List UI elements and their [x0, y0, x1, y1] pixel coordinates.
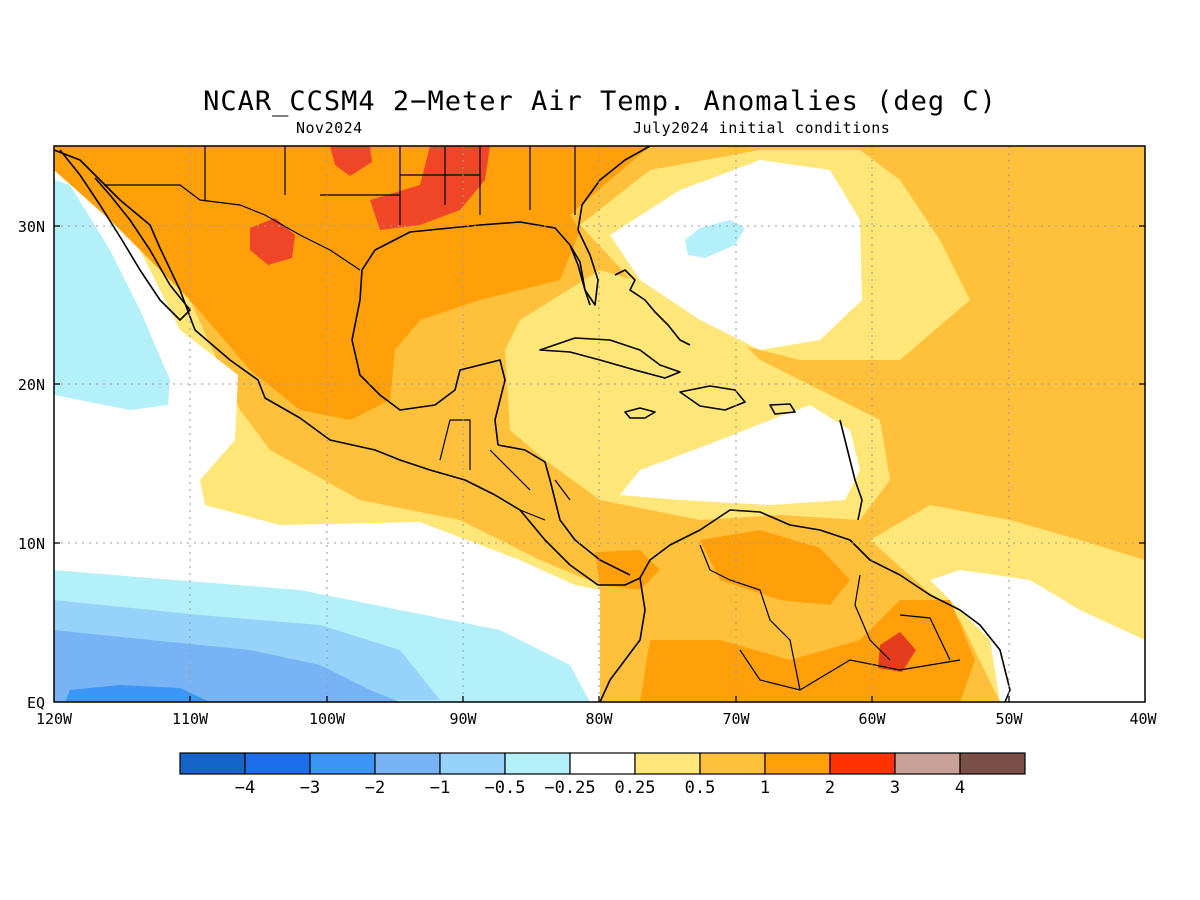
borders [105, 146, 961, 691]
colorbar-label-3: −1 [430, 778, 450, 798]
lon-label-40w: 40W [1129, 710, 1157, 728]
colorbar-label-4: −0.5 [485, 778, 526, 798]
colorbar-swatch-9 [764, 752, 831, 775]
colorbar-swatch-0 [179, 752, 246, 775]
coastlines [53, 145, 1011, 703]
coast-florida [569, 229, 599, 306]
islands-lesser-antilles [839, 419, 863, 521]
lat-label-20n: 20N [18, 376, 45, 394]
lon-label-90w: 90W [449, 710, 477, 728]
shade-usa-orange [480, 146, 650, 235]
coast-north-america [53, 149, 641, 586]
coast-south-america-west [599, 577, 646, 703]
border-us-states [204, 146, 576, 225]
shade-mexico-orange [54, 146, 580, 420]
lat-label-eq: EQ [27, 694, 45, 712]
lat-label-30n: 30N [18, 218, 45, 236]
colorbar-swatch-5 [504, 752, 571, 775]
shade-texas-red [250, 218, 295, 265]
shade-pacific-neutral [54, 146, 600, 702]
colorbar-label-2: −2 [365, 778, 385, 798]
colorbar-swatch-1 [244, 752, 311, 775]
colorbar-swatch-11 [894, 752, 961, 775]
colorbar-swatch-10 [829, 752, 896, 775]
lon-label-110w: 110W [172, 710, 209, 728]
colorbar-swatch-6 [569, 752, 636, 775]
colorbar-swatch-7 [634, 752, 701, 775]
shade-southeast-neutral [930, 570, 1145, 702]
island-jamaica [624, 407, 656, 419]
colorbar-swatch-12 [959, 752, 1026, 775]
lat-labels: 30N 20N 10N EQ [18, 218, 45, 712]
lat-ticks [54, 225, 1145, 544]
shade-atlantic-neutral [610, 160, 862, 350]
border-us-mexico [105, 184, 361, 271]
island-cuba [539, 337, 681, 379]
colorbar-swatch-8 [699, 752, 766, 775]
border-guyana [854, 574, 891, 661]
colorbar-label-10: 3 [890, 778, 900, 798]
anomaly-field [54, 146, 1145, 702]
border-central-america [439, 419, 571, 521]
border-colombia-venezuela [699, 544, 801, 691]
shade-equator-mid-blue [54, 630, 400, 702]
coast-central-america-east [497, 444, 631, 576]
lon-label-100w: 100W [309, 710, 346, 728]
lon-label-70w: 70W [722, 710, 750, 728]
colorbar-label-5: −0.25 [544, 778, 595, 798]
shade-amazon-orange [640, 600, 975, 702]
coast-texas-louisiana [359, 221, 591, 306]
shade-pacific-pale-blue [54, 180, 170, 410]
islands-bahamas [614, 269, 691, 346]
gridlines [54, 146, 1145, 702]
map-title: NCAR_CCSM4 2−Meter Air Temp. Anomalies (… [203, 86, 997, 117]
shade-venezuela-orange [700, 530, 850, 605]
coast-southeast-usa [577, 145, 651, 231]
shade-guiana-red [878, 632, 916, 672]
coast-gulf-mexico [351, 299, 506, 446]
lon-ticks [189, 696, 1010, 702]
shade-atlantic-pale-blue [685, 220, 745, 258]
shade-colombia-orange [595, 550, 660, 590]
initial-conditions: July2024 initial conditions [633, 119, 891, 137]
colorbar-label-7: 0.5 [685, 778, 716, 798]
lon-label-120w: 120W [36, 710, 73, 728]
coast-baja-california [59, 149, 191, 321]
border-brazil-north [739, 649, 961, 691]
colorbar-label-11: 4 [955, 778, 965, 798]
forecast-month: Nov2024 [296, 119, 363, 137]
lon-labels: 120W 110W 100W 90W 80W 70W 60W 50W 40W [36, 710, 1158, 728]
colorbar-swatch-3 [374, 752, 441, 775]
colorbar-swatch-4 [439, 752, 506, 775]
colorbar-label-8: 1 [760, 778, 770, 798]
shade-south-usa-red [330, 146, 372, 176]
colorbar-label-6: 0.25 [615, 778, 656, 798]
coast-south-america-north [639, 509, 1011, 703]
border-suriname [899, 614, 951, 661]
lon-label-80w: 80W [585, 710, 613, 728]
island-hispaniola [679, 385, 746, 411]
shade-equator-deep-blue [65, 685, 210, 702]
lat-label-10n: 10N [18, 535, 45, 553]
shade-atlantic-orange-east [880, 310, 1145, 520]
island-puerto-rico [769, 403, 796, 415]
lon-label-60w: 60W [858, 710, 886, 728]
colorbar: −4 −3 −2 −1 −0.5 −0.25 0.25 0.5 1 2 3 4 [179, 752, 1026, 798]
colorbar-label-9: 2 [825, 778, 835, 798]
colorbar-label-1: −3 [300, 778, 320, 798]
lon-label-50w: 50W [995, 710, 1023, 728]
colorbar-label-0: −4 [235, 778, 255, 798]
colorbar-swatch-2 [309, 752, 376, 775]
shade-caribbean-neutral [620, 405, 860, 505]
